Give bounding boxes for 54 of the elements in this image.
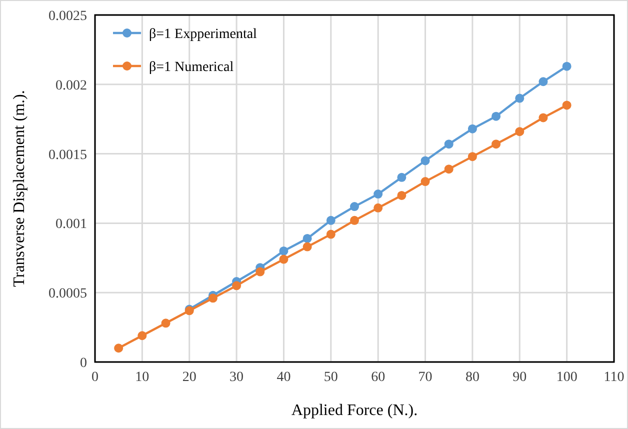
point [515,127,524,136]
legend-label: β=1 Expperimental [149,27,258,42]
point [444,140,454,149]
point [492,112,501,121]
legend-label: β=1 Numerical [149,60,234,75]
point [114,344,124,353]
point [492,140,501,149]
point [326,230,336,239]
point [468,152,477,162]
x-tick-label: 110 [604,370,624,385]
point [562,100,572,110]
y-tick-label: 0.001 [56,217,87,232]
point [279,254,288,264]
x-tick-label: 50 [324,370,338,385]
x-axis-title: Applied Force (N.). [291,402,418,419]
point [420,177,430,186]
y-axis-title: Transverse Displacement (m.). [11,90,28,287]
point [302,242,312,252]
point [302,234,312,243]
y-tick-label: 0.0005 [48,286,87,302]
x-tick-label: 0 [92,370,98,385]
point [420,156,430,166]
point [538,113,548,122]
point [138,331,147,340]
point [256,267,265,276]
x-tick-label: 70 [418,370,432,385]
point [350,216,359,225]
point [208,294,218,303]
x-tick-label: 80 [465,370,480,385]
y-tick-label: 0 [80,356,87,371]
point [161,318,170,328]
y-tick-label: 0.002 [56,78,87,94]
x-tick-label: 30 [230,370,244,385]
point [562,62,572,71]
x-tick-label: 10 [135,370,150,385]
point [444,164,454,174]
point [374,203,383,212]
x-tick-label: 40 [276,370,291,385]
y-tick-label: 0.0015 [48,148,87,163]
point [279,246,288,256]
y-tick-label: 0.0025 [48,9,87,24]
point [397,190,406,200]
point [232,281,242,290]
x-tick-label: 90 [512,370,527,385]
point [350,202,359,212]
point [374,190,383,199]
point [326,216,336,225]
point [397,172,406,182]
x-tick-label: 60 [371,370,386,385]
point [538,77,548,86]
x-tick-label: 100 [556,370,578,385]
x-tick-label: 20 [182,370,196,385]
point [515,94,524,103]
point [468,124,477,134]
